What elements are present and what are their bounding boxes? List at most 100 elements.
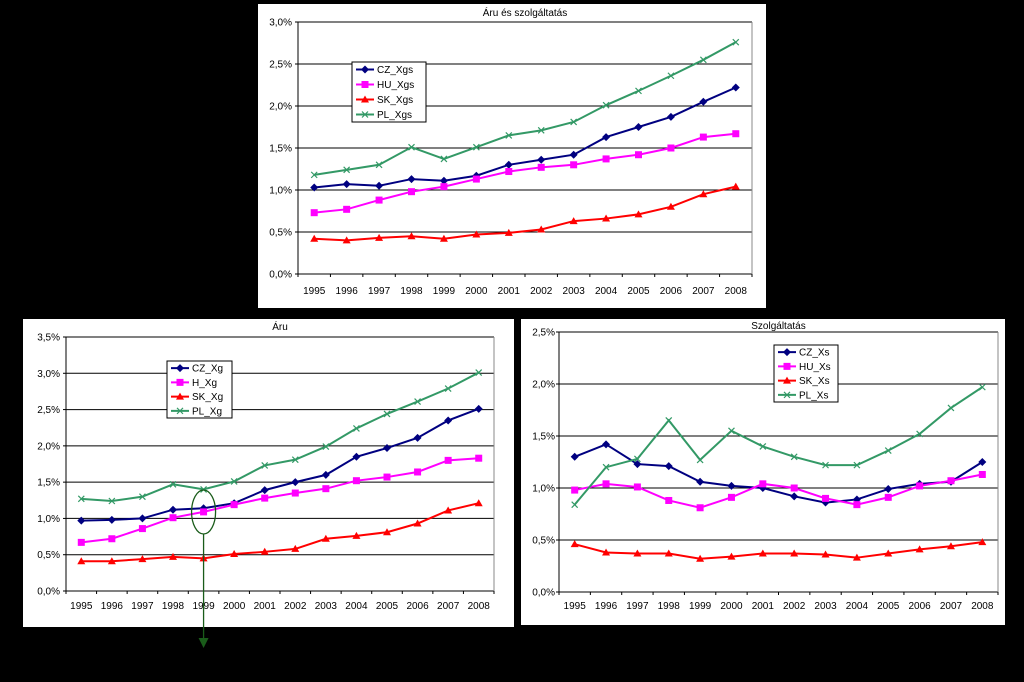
data-point-stroke: [822, 461, 829, 469]
data-point-stroke: [230, 477, 238, 485]
data-point: [261, 494, 269, 502]
y-tick-label: 0,0%: [37, 587, 60, 598]
y-tick-label: 0,0%: [269, 270, 292, 281]
x-tick-label: 2007: [940, 601, 963, 612]
y-tick-label: 1,5%: [532, 432, 555, 443]
x-tick-label: 1996: [336, 286, 359, 297]
data-point: [260, 486, 269, 495]
series-CZ_Xgs: [310, 83, 740, 192]
x-tick-label: 1998: [162, 601, 185, 612]
y-tick-label: 2,5%: [532, 328, 555, 339]
legend-entry: PL_Xg: [171, 406, 222, 417]
legend-label: HU_Xs: [799, 362, 831, 373]
data-point: [352, 477, 360, 485]
data-point: [947, 477, 955, 485]
data-point: [602, 101, 610, 109]
data-point: [505, 131, 513, 139]
data-point: [138, 555, 147, 563]
legend-label: SK_Xs: [799, 376, 830, 387]
series-line: [574, 443, 983, 504]
legend-swatch-marker: [361, 81, 369, 88]
data-point-stroke: [665, 416, 673, 424]
data-point-stroke: [916, 430, 924, 438]
data-point: [852, 553, 861, 561]
chart-panel: [23, 319, 514, 627]
data-point: [353, 425, 360, 432]
series-H_Xg: [77, 454, 483, 546]
x-tick-label: 2002: [783, 601, 806, 612]
data-point: [169, 514, 177, 522]
data-point: [915, 545, 924, 553]
data-point: [440, 183, 448, 191]
chart-total: Áru és szolgáltatás 0,0% 0,5% 1,0% 1,5% 2,0% 2…: [258, 4, 766, 308]
legend-entry: H_Xg: [171, 378, 217, 389]
y-tick-label: 2,5%: [269, 60, 292, 71]
data-point: [634, 123, 643, 131]
series-line: [314, 86, 737, 189]
legend: CZ_Xs HU_Xs SK_Xs PL_Xs: [773, 344, 839, 403]
data-point: [169, 480, 177, 488]
data-point: [602, 440, 611, 449]
y-tick-label: 2,0%: [532, 380, 555, 391]
data-point: [884, 549, 893, 557]
chart-panel: [521, 319, 1005, 625]
data-point-stroke: [884, 447, 892, 454]
x-tick-label: 2004: [345, 601, 368, 612]
data-point: [169, 505, 177, 514]
data-point: [537, 163, 545, 171]
series-HU_Xs: [571, 470, 986, 512]
data-point: [666, 202, 675, 210]
x-tick-label: 2001: [498, 286, 521, 297]
x-tick-label: 1996: [101, 601, 124, 612]
data-point: [570, 161, 578, 169]
y-tick-label: 3,5%: [37, 333, 60, 344]
data-point-stroke: [728, 427, 735, 435]
data-point-stroke: [570, 118, 578, 126]
data-point: [978, 470, 986, 478]
data-point: [569, 217, 578, 225]
data-point: [569, 150, 578, 159]
data-point-stroke: [322, 443, 330, 451]
y-tick-label: 3,0%: [269, 18, 292, 29]
legend-label: SK_Xgs: [377, 95, 413, 106]
data-point: [759, 442, 767, 450]
data-point-stroke: [978, 383, 986, 391]
data-point: [635, 151, 642, 159]
data-point: [260, 547, 269, 555]
data-point-stroke: [696, 456, 704, 464]
x-tick-label: 2001: [752, 601, 775, 612]
data-point: [342, 180, 351, 189]
data-point: [946, 542, 955, 550]
data-point: [291, 456, 299, 464]
data-point: [537, 225, 546, 233]
data-point-stroke: [353, 425, 360, 432]
x-tick-label: 2000: [465, 286, 488, 297]
data-point-stroke: [602, 463, 610, 471]
legend-swatch-marker: [361, 111, 369, 118]
data-point: [916, 430, 924, 438]
series-line: [573, 386, 983, 506]
series-SK_Xg: [77, 499, 483, 565]
data-point: [375, 233, 384, 241]
x-tick-label: 2006: [406, 601, 429, 612]
data-point: [77, 557, 86, 565]
legend-entry: SK_Xg: [171, 392, 223, 403]
data-point: [375, 161, 383, 169]
x-tick-label: 2007: [437, 601, 460, 612]
data-point: [138, 514, 147, 523]
legend-swatch-marker: [176, 378, 184, 386]
data-point: [343, 166, 351, 174]
data-point: [107, 515, 116, 524]
data-point: [667, 72, 675, 80]
data-point: [665, 496, 673, 504]
data-point: [633, 455, 641, 463]
data-point-stroke: [310, 171, 318, 179]
data-point: [732, 130, 740, 138]
data-point: [475, 369, 483, 376]
x-tick-label: 1998: [400, 286, 423, 297]
data-point: [230, 477, 238, 485]
data-point: [728, 427, 735, 435]
data-point-stroke: [853, 461, 861, 469]
legend-entry: HU_Xs: [778, 362, 831, 373]
x-tick-label: 2001: [254, 601, 277, 612]
